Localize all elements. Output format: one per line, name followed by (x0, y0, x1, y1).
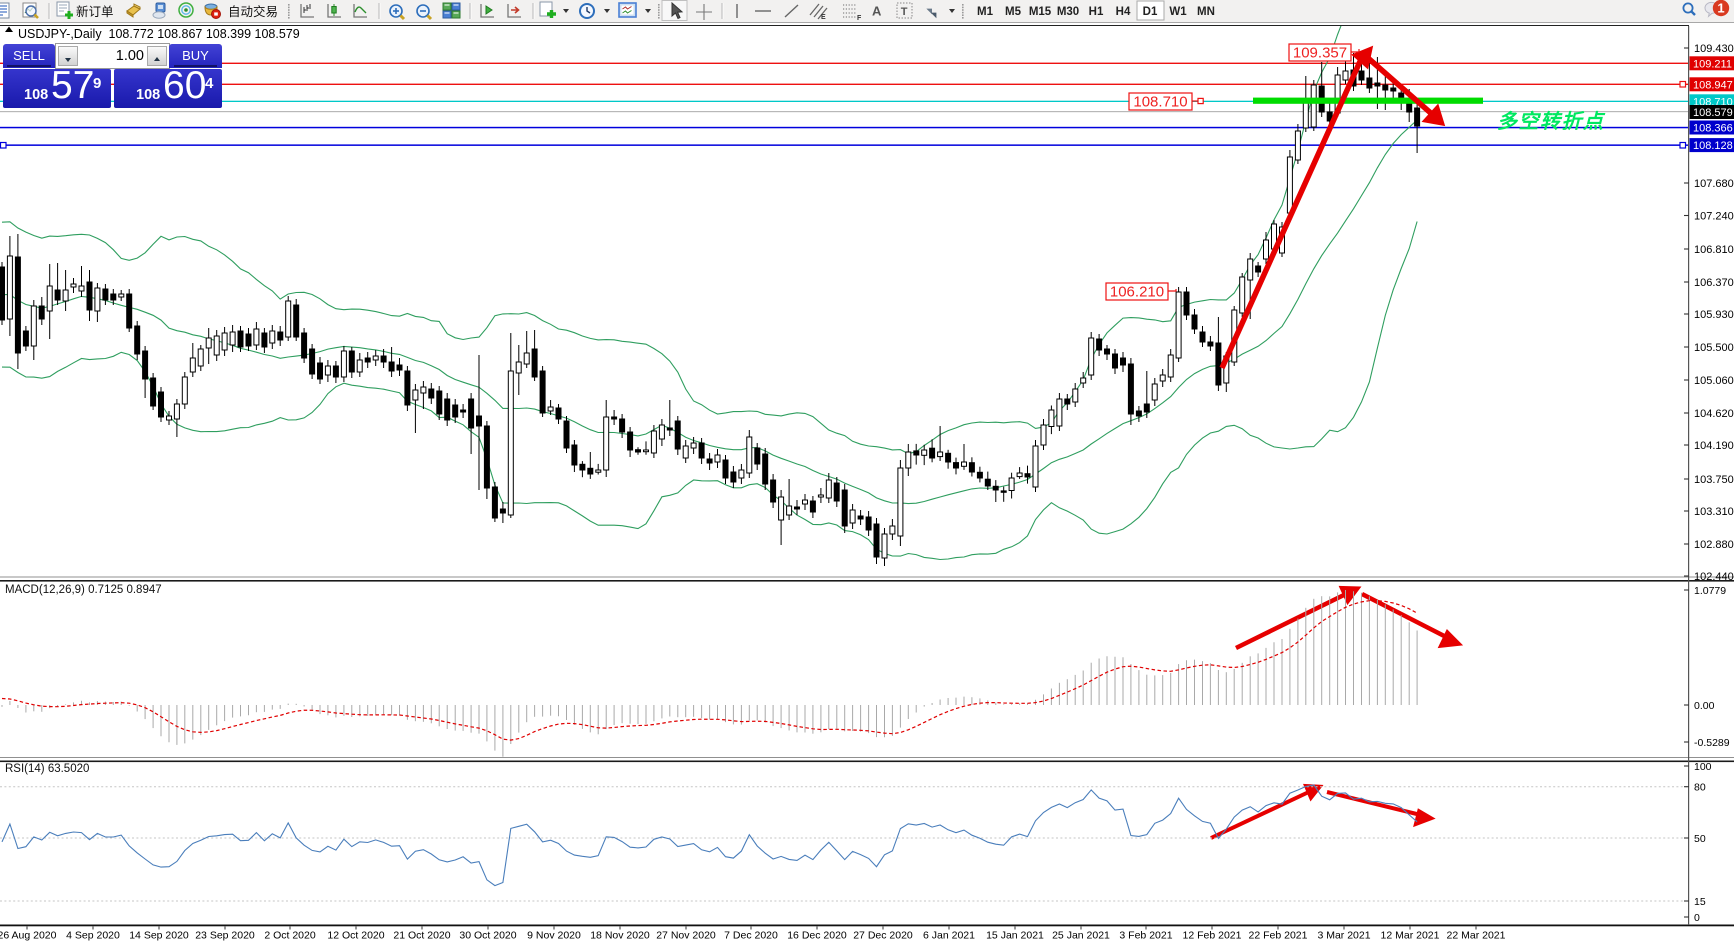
svg-text:102.880: 102.880 (1694, 539, 1734, 551)
svg-text:26 Aug 2020: 26 Aug 2020 (0, 930, 57, 942)
svg-text:103.310: 103.310 (1694, 506, 1734, 518)
svg-text:30 Oct 2020: 30 Oct 2020 (459, 930, 516, 942)
svg-text:H4: H4 (1116, 6, 1131, 18)
svg-text:108.947: 108.947 (1693, 79, 1733, 91)
svg-text:D1: D1 (1143, 6, 1158, 18)
svg-text:2 Oct 2020: 2 Oct 2020 (264, 930, 316, 942)
svg-text:102.440: 102.440 (1694, 571, 1734, 583)
svg-text:M15: M15 (1029, 6, 1052, 18)
svg-text:15: 15 (1694, 896, 1706, 908)
svg-text:108.579: 108.579 (1693, 107, 1733, 119)
svg-text:新订单: 新订单 (76, 4, 114, 19)
svg-text:12 Mar 2021: 12 Mar 2021 (1381, 930, 1440, 942)
svg-text:0: 0 (1694, 912, 1700, 924)
svg-text:108.128: 108.128 (1693, 140, 1733, 152)
svg-text:105.500: 105.500 (1694, 342, 1734, 354)
svg-text:USDJPY-,Daily 108.772 108.867: USDJPY-,Daily 108.772 108.867 108.399 10… (18, 27, 300, 41)
svg-text:H1: H1 (1089, 6, 1104, 18)
svg-text:1: 1 (1717, 1, 1724, 16)
svg-text:多空转折点: 多空转折点 (1497, 110, 1606, 133)
svg-text:106.370: 106.370 (1694, 277, 1734, 289)
svg-text:106.210: 106.210 (1110, 284, 1164, 301)
svg-text:4 Sep 2020: 4 Sep 2020 (66, 930, 120, 942)
svg-text:16 Dec 2020: 16 Dec 2020 (787, 930, 847, 942)
svg-text:50: 50 (1694, 833, 1706, 845)
svg-text:25 Jan 2021: 25 Jan 2021 (1052, 930, 1110, 942)
svg-text:21 Oct 2020: 21 Oct 2020 (393, 930, 450, 942)
svg-text:108.710: 108.710 (1133, 94, 1187, 111)
svg-text:103.750: 103.750 (1694, 474, 1734, 486)
svg-text:-0.5289: -0.5289 (1694, 737, 1730, 749)
svg-text:7 Dec 2020: 7 Dec 2020 (724, 930, 778, 942)
svg-text:109.357: 109.357 (1293, 45, 1347, 62)
svg-text:RSI(14) 63.5020: RSI(14) 63.5020 (5, 763, 89, 775)
svg-text:12 Feb 2021: 12 Feb 2021 (1183, 930, 1242, 942)
svg-text:23 Sep 2020: 23 Sep 2020 (195, 930, 255, 942)
svg-text:14 Sep 2020: 14 Sep 2020 (129, 930, 189, 942)
svg-text:104.190: 104.190 (1694, 440, 1734, 452)
svg-text:107.240: 107.240 (1694, 211, 1734, 223)
svg-text:M1: M1 (977, 6, 994, 18)
svg-text:A: A (872, 4, 882, 19)
svg-text:MACD(12,26,9) 0.7125 0.8947: MACD(12,26,9) 0.7125 0.8947 (5, 584, 162, 596)
svg-text:104.620: 104.620 (1694, 408, 1734, 420)
svg-text:6 Jan 2021: 6 Jan 2021 (923, 930, 975, 942)
svg-text:27 Nov 2020: 27 Nov 2020 (656, 930, 716, 942)
svg-text:E: E (821, 14, 826, 21)
svg-text:108.366: 108.366 (1693, 123, 1733, 135)
svg-text:自动交易: 自动交易 (228, 4, 278, 19)
svg-text:22 Mar 2021: 22 Mar 2021 (1447, 930, 1506, 942)
svg-text:M30: M30 (1057, 6, 1079, 18)
svg-text:9 Nov 2020: 9 Nov 2020 (527, 930, 581, 942)
svg-text:3 Feb 2021: 3 Feb 2021 (1119, 930, 1172, 942)
svg-text:22 Feb 2021: 22 Feb 2021 (1249, 930, 1308, 942)
svg-text:15 Jan 2021: 15 Jan 2021 (986, 930, 1044, 942)
svg-text:T: T (901, 6, 908, 18)
svg-text:12 Oct 2020: 12 Oct 2020 (327, 930, 384, 942)
svg-text:0.00: 0.00 (1694, 700, 1715, 712)
svg-text:1.0779: 1.0779 (1694, 585, 1726, 597)
svg-text:109.430: 109.430 (1694, 43, 1734, 55)
svg-text:MN: MN (1197, 6, 1215, 18)
svg-text:27 Dec 2020: 27 Dec 2020 (853, 930, 913, 942)
svg-text:106.810: 106.810 (1694, 244, 1734, 256)
svg-text:80: 80 (1694, 782, 1706, 794)
svg-text:105.060: 105.060 (1694, 375, 1734, 387)
svg-text:100: 100 (1694, 761, 1712, 773)
svg-text:109.211: 109.211 (1693, 58, 1732, 70)
svg-text:18 Nov 2020: 18 Nov 2020 (590, 930, 650, 942)
svg-text:W1: W1 (1169, 6, 1187, 18)
svg-text:107.680: 107.680 (1694, 178, 1734, 190)
svg-text:105.930: 105.930 (1694, 309, 1734, 321)
svg-text:3 Mar 2021: 3 Mar 2021 (1317, 930, 1370, 942)
svg-text:F: F (857, 15, 862, 22)
svg-text:M5: M5 (1005, 6, 1022, 18)
